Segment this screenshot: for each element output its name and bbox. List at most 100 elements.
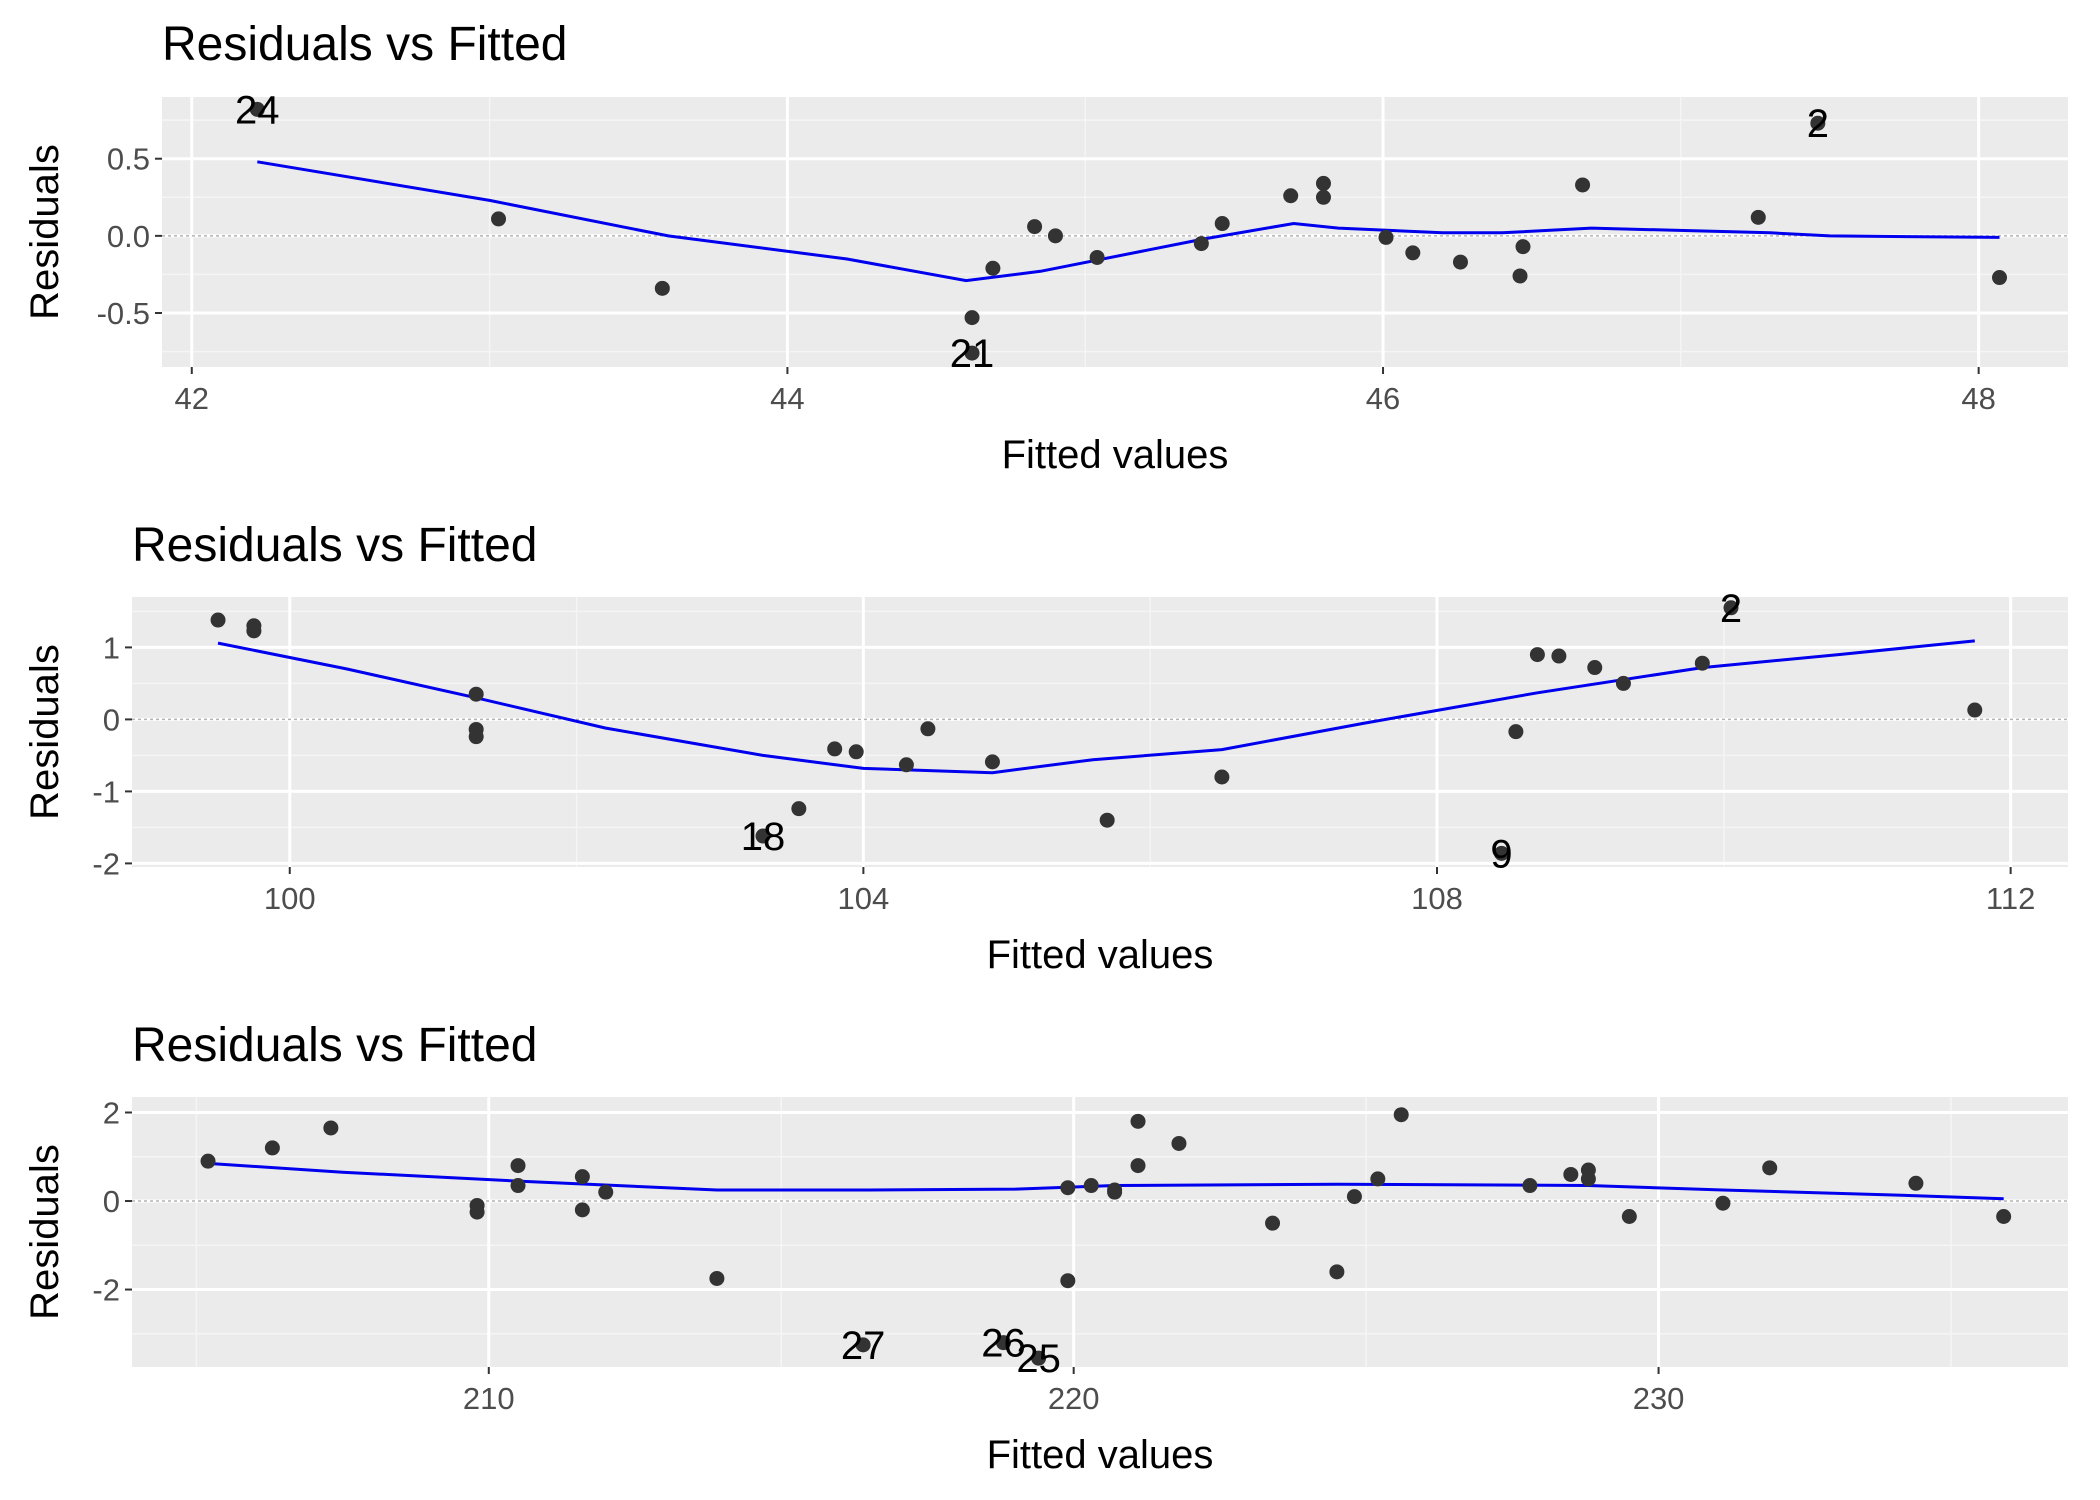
- data-point: [1515, 239, 1531, 255]
- data-point: [1694, 655, 1710, 671]
- data-point: [1378, 229, 1394, 245]
- smooth-line-path: [257, 160, 2000, 283]
- data-point: [1750, 209, 1766, 225]
- gridlines: [162, 97, 2068, 367]
- residual-plot-1: Residuals vs Fitted 24 21 2 42 44 46 48 -0.5 0…: [23, 18, 2068, 477]
- x-axis-ticks: 210 220 230: [463, 1367, 1684, 1416]
- point-label: 26: [981, 1322, 1026, 1366]
- data-point: [1193, 236, 1209, 252]
- data-point: [1512, 268, 1528, 284]
- data-point: [1580, 1162, 1596, 1178]
- data-point: [510, 1178, 526, 1194]
- data-points: [200, 1107, 2012, 1366]
- data-point: [249, 101, 265, 117]
- data-points: [210, 600, 1983, 861]
- data-point: [1060, 1273, 1076, 1289]
- x-tick-label: 46: [1366, 381, 1400, 416]
- data-point: [1715, 1195, 1731, 1211]
- gridlines: [132, 1097, 2068, 1367]
- point-label: 2: [1720, 587, 1742, 631]
- data-point: [1214, 216, 1230, 232]
- point-labels: 24 21 2: [235, 88, 1829, 376]
- data-point: [1283, 188, 1299, 204]
- y-axis-ticks: -2 -1 0 1: [92, 630, 132, 881]
- data-point: [1967, 702, 1983, 718]
- data-point: [964, 345, 980, 361]
- plot-title: Residuals vs Fitted: [132, 1019, 538, 1072]
- y-tick-label: -2: [92, 1273, 120, 1308]
- y-tick-label: 0.0: [107, 219, 150, 254]
- x-tick-label: 48: [1961, 381, 1995, 416]
- point-label: 24: [235, 88, 280, 132]
- y-axis-ticks: -2 0 2: [92, 1095, 132, 1308]
- x-axis-title: Fitted values: [987, 933, 1214, 977]
- data-point: [1723, 600, 1739, 616]
- data-point: [827, 741, 843, 757]
- y-axis-title: Residuals: [23, 1144, 67, 1320]
- y-tick-label: -2: [92, 846, 120, 881]
- data-point: [491, 211, 507, 227]
- data-point: [468, 686, 484, 702]
- point-label: 9: [1490, 832, 1512, 876]
- data-point: [1130, 1158, 1146, 1174]
- data-point: [984, 754, 1000, 770]
- data-point: [1996, 1209, 2012, 1225]
- y-tick-label: -1: [92, 774, 120, 809]
- x-tick-label: 220: [1048, 1381, 1100, 1416]
- data-point: [1551, 648, 1567, 664]
- data-point: [1587, 660, 1603, 676]
- data-point: [1047, 228, 1063, 244]
- data-point: [264, 1140, 280, 1156]
- point-label: 21: [950, 332, 995, 376]
- x-tick-label: 42: [175, 381, 209, 416]
- data-point: [1621, 1209, 1637, 1225]
- smooth-trend-line: [257, 160, 2000, 283]
- residual-plot-2: Residuals vs Fitted 18 92 100 104 108 112 -2…: [23, 519, 2068, 977]
- y-tick-label: 2: [103, 1095, 120, 1130]
- data-point: [1810, 115, 1826, 131]
- data-point: [1992, 270, 2008, 286]
- y-tick-label: -0.5: [97, 296, 150, 331]
- data-point: [1265, 1215, 1281, 1231]
- plot-panel: [132, 1097, 2068, 1367]
- data-point: [848, 744, 864, 760]
- y-tick-label: 0: [103, 1184, 120, 1219]
- data-point: [1563, 1166, 1579, 1182]
- data-point: [995, 1335, 1011, 1351]
- y-axis-title: Residuals: [23, 144, 67, 320]
- data-point: [1171, 1135, 1187, 1151]
- data-point: [1908, 1175, 1924, 1191]
- plot-panel: [132, 597, 2068, 867]
- data-point: [1508, 724, 1524, 740]
- x-tick-label: 100: [264, 881, 316, 916]
- x-tick-label: 108: [1411, 881, 1463, 916]
- data-point: [1089, 249, 1105, 265]
- x-axis-ticks: 42 44 46 48: [175, 367, 1996, 416]
- data-point: [709, 1270, 725, 1286]
- data-point: [855, 1337, 871, 1353]
- data-point: [574, 1169, 590, 1185]
- data-point: [510, 1158, 526, 1174]
- point-label: 25: [1016, 1337, 1061, 1381]
- data-point: [1060, 1180, 1076, 1196]
- data-point: [1494, 845, 1510, 861]
- data-point: [1346, 1189, 1362, 1205]
- data-point: [1130, 1113, 1146, 1129]
- data-points: [249, 101, 2008, 361]
- plot-title: Residuals vs Fitted: [162, 18, 568, 71]
- data-point: [1762, 1160, 1778, 1176]
- y-axis-ticks: -0.5 0.0 0.5: [97, 142, 162, 331]
- data-point: [210, 612, 226, 628]
- data-point: [1575, 177, 1591, 193]
- x-tick-label: 210: [463, 1381, 515, 1416]
- data-point: [920, 721, 936, 737]
- point-label: 27: [841, 1324, 886, 1368]
- data-point: [574, 1202, 590, 1218]
- data-point: [791, 801, 807, 817]
- data-point: [246, 623, 262, 639]
- x-axis-title: Fitted values: [1002, 433, 1229, 477]
- y-axis-title: Residuals: [23, 644, 67, 820]
